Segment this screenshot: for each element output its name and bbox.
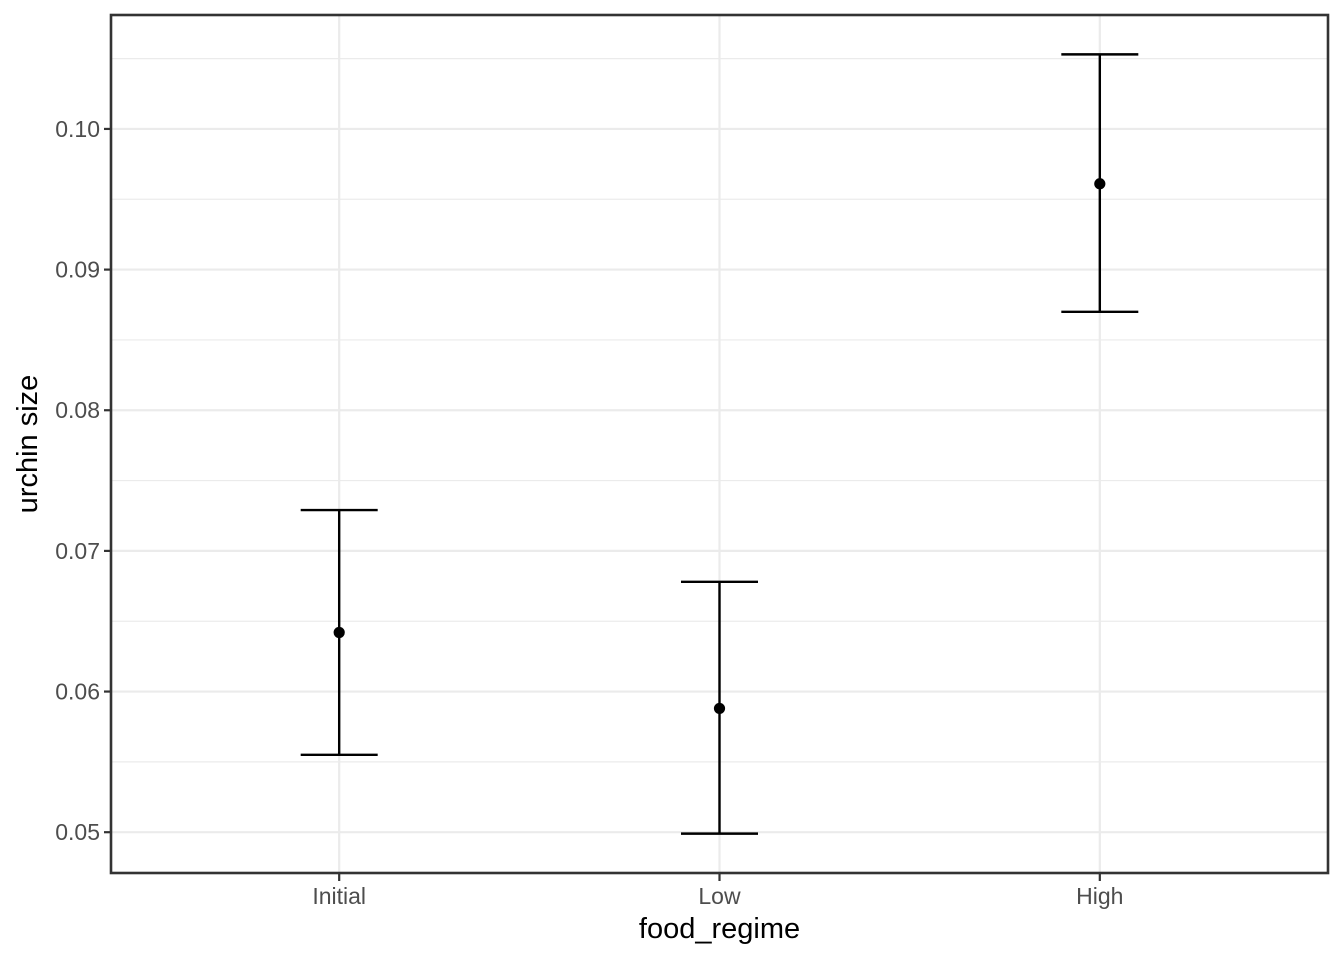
- errorbar-high: [1061, 53, 1139, 313]
- y-axis-title: urchin size: [12, 375, 44, 514]
- y-tick-label: 0.09: [55, 257, 100, 283]
- axis-ticks-layer: [104, 127, 1101, 881]
- x-tick-label: High: [1076, 883, 1123, 909]
- point-estimate: [1094, 178, 1106, 190]
- errorbar-low: [681, 580, 758, 835]
- x-tick-label: Low: [698, 883, 741, 909]
- y-tick-label: 0.05: [55, 819, 100, 845]
- y-tick-label: 0.06: [55, 679, 100, 705]
- y-tick-label: 0.07: [55, 538, 100, 564]
- x-tick-label: Initial: [312, 883, 366, 909]
- y-tick-label: 0.08: [55, 397, 100, 423]
- x-axis-title: food_regime: [639, 913, 800, 945]
- panel-border: [109, 13, 1330, 875]
- errorbar-initial: [300, 508, 378, 757]
- point-estimate: [713, 702, 726, 715]
- axis-tick-labels-layer: 0.05 0.06 0.07 0.08 0.09 0.10 Initial Low High: [55, 116, 1123, 909]
- point-estimate: [333, 626, 345, 639]
- data-marks-layer: [300, 53, 1139, 835]
- y-tick-label: 0.10: [55, 116, 100, 142]
